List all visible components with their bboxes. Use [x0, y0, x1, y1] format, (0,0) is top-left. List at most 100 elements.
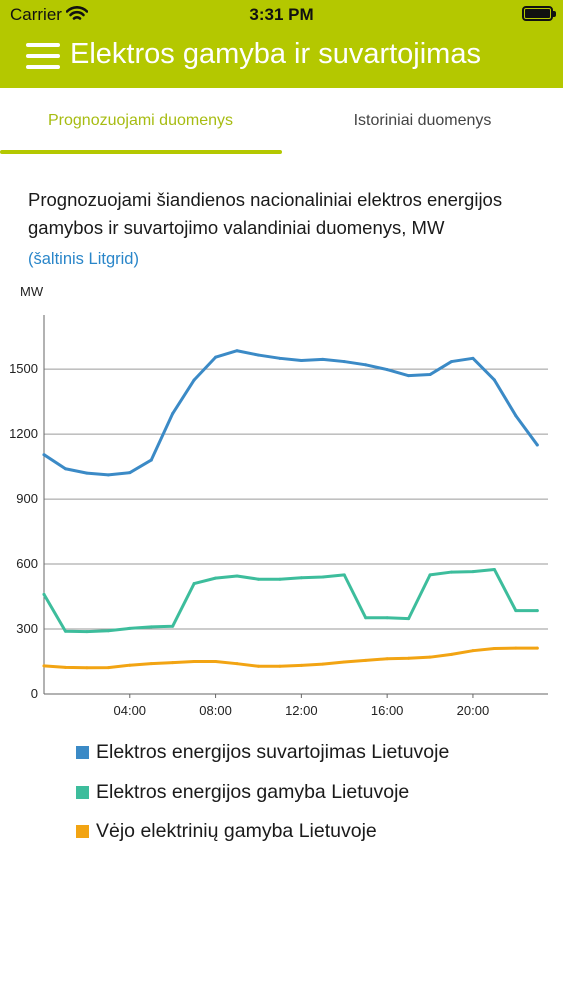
- tab-history[interactable]: Istoriniai duomenys: [353, 112, 492, 129]
- legend-swatch: [76, 746, 89, 760]
- data-point: [535, 443, 539, 447]
- data-point: [192, 378, 196, 382]
- data-point: [449, 570, 453, 574]
- data-point: [42, 453, 46, 457]
- hamburger-icon-line: [26, 54, 60, 58]
- legend-label: Elektros energijos suvartojimas Lietuvoj…: [96, 741, 450, 764]
- legend-item: Elektros energijos suvartojimas Lietuvoj…: [76, 733, 449, 773]
- y-tick-label: 0: [31, 686, 38, 701]
- data-point: [299, 576, 303, 580]
- data-point: [535, 646, 539, 650]
- page-title: Elektros gamyba ir suvartojimas: [70, 38, 481, 70]
- data-point: [42, 592, 46, 596]
- data-point: [342, 660, 346, 664]
- data-point: [385, 616, 389, 620]
- data-point: [407, 656, 411, 660]
- line-chart: MW 0 300 600 900 1200 1500 04:00 08:00 12:00 16:00…: [9, 284, 548, 718]
- data-point: [514, 414, 518, 418]
- data-point: [149, 458, 153, 462]
- data-point: [63, 629, 67, 633]
- data-point: [63, 665, 67, 669]
- data-point: [321, 575, 325, 579]
- data-point: [364, 363, 368, 367]
- wifi-icon: [66, 6, 88, 20]
- data-point: [128, 626, 132, 630]
- data-point: [449, 360, 453, 364]
- data-point: [214, 576, 218, 580]
- menu-button[interactable]: [26, 42, 62, 70]
- data-point: [514, 609, 518, 613]
- y-axis-unit-label: MW: [20, 284, 44, 299]
- series-line-1: [42, 349, 539, 477]
- data-point: [106, 473, 110, 477]
- data-point: [214, 660, 218, 664]
- status-bar: Carrier 3:31 PM: [0, 0, 563, 30]
- source-link[interactable]: (šaltinis Litgrid): [28, 250, 139, 268]
- data-point: [428, 573, 432, 577]
- x-tick-label: 12:00: [285, 703, 318, 718]
- legend-item: Elektros energijos gamyba Lietuvoje: [76, 773, 449, 813]
- hamburger-icon-line: [26, 43, 60, 47]
- x-tick-label: 04:00: [114, 703, 147, 718]
- data-point: [42, 664, 46, 668]
- status-time: 3:31 PM: [249, 5, 314, 24]
- data-point: [471, 356, 475, 360]
- x-tick-label: 08:00: [199, 703, 232, 718]
- legend-label: Elektros energijos gamyba Lietuvoje: [96, 780, 410, 803]
- data-point: [235, 349, 239, 353]
- data-point: [492, 647, 496, 651]
- data-point: [407, 374, 411, 378]
- chart-area: MW 0 300 600 900 1200 1500 04:00 08:00 12:00 16:00…: [0, 280, 563, 720]
- chart-description: Prognozuojami šiandienos nacionaliniai e…: [28, 189, 503, 238]
- y-tick-label: 600: [16, 556, 38, 571]
- hamburger-icon-line: [26, 65, 60, 69]
- data-point: [428, 373, 432, 377]
- data-point: [171, 412, 175, 416]
- app-header: Carrier 3:31 PM Elektros gamyba ir suvar…: [0, 0, 563, 88]
- data-point: [278, 577, 282, 581]
- battery-icon: [522, 6, 556, 21]
- data-point: [256, 577, 260, 581]
- data-point: [214, 355, 218, 359]
- data-point: [63, 467, 67, 471]
- legend-swatch: [76, 825, 89, 839]
- data-point: [385, 368, 389, 372]
- data-point: [514, 646, 518, 650]
- data-point: [407, 617, 411, 621]
- data-point: [171, 624, 175, 628]
- data-point: [492, 378, 496, 382]
- data-point: [128, 471, 132, 475]
- data-point: [321, 662, 325, 666]
- data-point: [299, 358, 303, 362]
- data-point: [342, 360, 346, 364]
- tab-forecast[interactable]: Prognozuojami duomenys: [48, 112, 233, 129]
- data-point: [449, 652, 453, 656]
- data-point: [299, 663, 303, 667]
- data-point: [385, 657, 389, 661]
- data-point: [256, 353, 260, 357]
- y-tick-label: 1200: [9, 426, 38, 441]
- legend-label: Vėjo elektrinių gamyba Lietuvoje: [96, 820, 377, 843]
- data-point: [85, 666, 89, 670]
- carrier-label: Carrier: [10, 5, 62, 24]
- series-line-2: [42, 567, 539, 634]
- chart-legend: Elektros energijos suvartojimas Lietuvoj…: [76, 733, 449, 852]
- data-point: [106, 629, 110, 633]
- data-point: [342, 573, 346, 577]
- legend-item: Vėjo elektrinių gamyba Lietuvoje: [76, 812, 449, 852]
- data-point: [192, 660, 196, 664]
- y-tick-label: 900: [16, 491, 38, 506]
- data-point: [149, 662, 153, 666]
- data-point: [364, 616, 368, 620]
- data-point: [85, 630, 89, 634]
- y-tick-label: 1500: [9, 361, 38, 376]
- data-point: [128, 663, 132, 667]
- data-point: [471, 649, 475, 653]
- series-line-3: [42, 646, 539, 670]
- data-point: [85, 471, 89, 475]
- x-tick-label: 20:00: [457, 703, 490, 718]
- data-point: [256, 664, 260, 668]
- tab-bar: Prognozuojami duomenys Istoriniai duomen…: [0, 88, 563, 156]
- data-point: [235, 574, 239, 578]
- y-tick-label: 300: [16, 621, 38, 636]
